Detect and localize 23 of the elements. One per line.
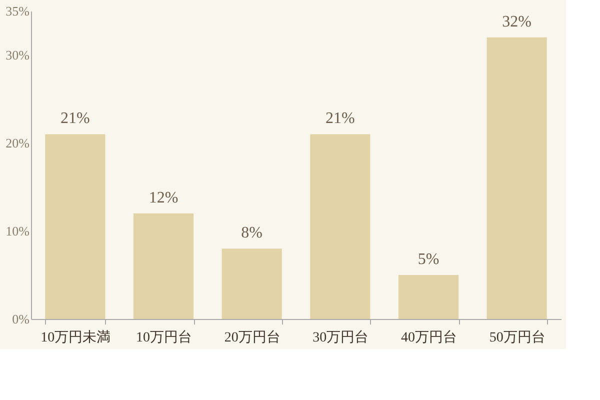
bar: [222, 248, 282, 319]
y-tick-label: 0%: [12, 312, 30, 326]
y-tick-label: 30%: [6, 48, 30, 62]
x-tick-label: 40万円台: [401, 330, 457, 346]
data-label: 12%: [148, 189, 178, 206]
data-label: 21%: [60, 110, 90, 128]
x-tick-label: 30万円台: [312, 330, 369, 346]
x-tick-label: 10万円未満: [40, 330, 111, 346]
data-label: 5%: [418, 251, 440, 268]
bar: [398, 275, 459, 319]
bar: [133, 213, 194, 319]
bar: [486, 37, 547, 319]
bar: [45, 134, 106, 319]
y-tick-label: 35%: [6, 4, 30, 18]
y-tick-label: 10%: [6, 224, 30, 238]
x-tick-label: 20万円台: [224, 330, 280, 346]
x-tick-label: 50万円台: [489, 330, 546, 346]
bar: [310, 134, 370, 319]
y-tick-label: 20%: [6, 136, 30, 150]
data-label: 32%: [502, 13, 532, 30]
x-tick-label: 10万円台: [136, 330, 192, 346]
data-label: 8%: [241, 224, 262, 242]
data-label: 21%: [326, 110, 355, 128]
